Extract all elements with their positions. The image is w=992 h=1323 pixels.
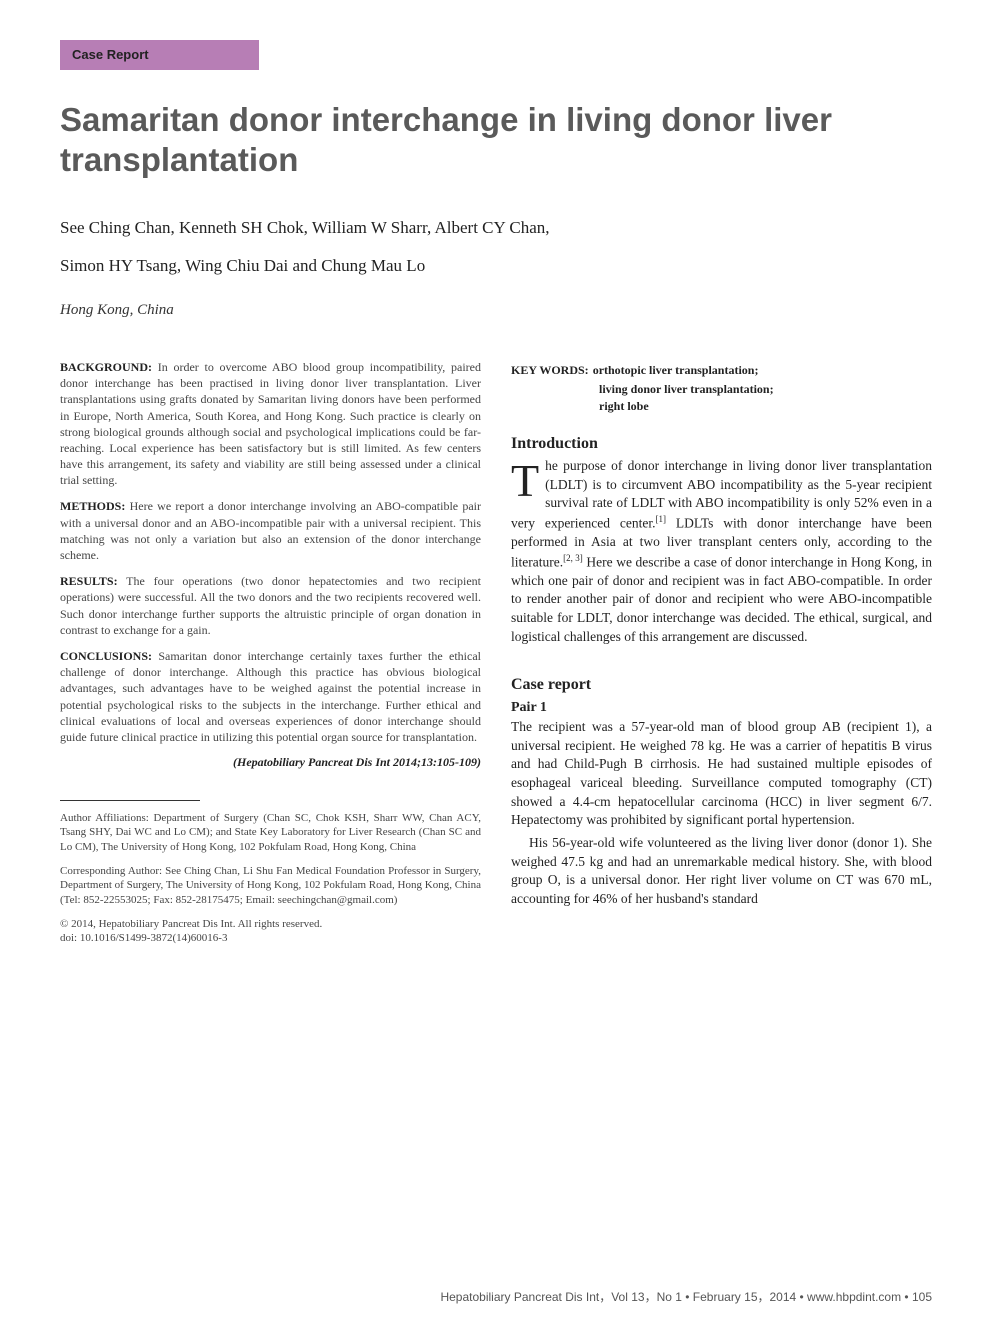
keywords-line-3: right lobe [511,398,932,415]
doi-text: doi: 10.1016/S1499-3872(14)60016-3 [60,932,227,944]
article-title: Samaritan donor interchange in living do… [60,100,932,179]
background-label: BACKGROUND: [60,360,152,374]
authors-block: See Ching Chan, Kenneth SH Chok, William… [60,209,932,284]
keywords-block: KEY WORDS: orthotopic liver transplantat… [511,359,932,415]
intro-text-3: Here we describe a case of donor interch… [511,554,932,644]
right-column: KEY WORDS: orthotopic liver transplantat… [511,359,932,956]
case-para-2: His 56-year-old wife volunteered as the … [511,834,932,909]
ref-2-3: [2, 3] [563,553,583,563]
author-location: Hong Kong, China [60,302,932,319]
pair-1-heading: Pair 1 [511,700,932,716]
ref-1: [1] [655,514,666,524]
case-report-heading: Case report [511,676,932,694]
case-report-badge: Case Report [60,40,259,70]
results-text: The four operations (two donor hepatecto… [60,574,481,637]
two-column-layout: BACKGROUND: In order to overcome ABO blo… [60,359,932,956]
footnote-corresponding: Corresponding Author: See Ching Chan, Li… [60,864,481,907]
keywords-line-2: living donor liver transplantation; [511,381,932,398]
abstract-results: RESULTS: The four operations (two donor … [60,573,481,638]
results-label: RESULTS: [60,574,118,588]
keywords-line-1: orthotopic liver transplantation; [593,363,759,377]
conclusions-label: CONCLUSIONS: [60,649,152,663]
dropcap: T [511,457,545,500]
abstract-methods: METHODS: Here we report a donor intercha… [60,498,481,563]
case-para-1: The recipient was a 57-year-old man of b… [511,718,932,830]
copyright-text: © 2014, Hepatobiliary Pancreat Dis Int. … [60,918,322,930]
abstract-block: BACKGROUND: In order to overcome ABO blo… [60,359,481,770]
methods-label: METHODS: [60,499,125,513]
background-text: In order to overcome ABO blood group inc… [60,360,481,487]
badge-label: Case Report [72,47,149,62]
abstract-citation: (Hepatobiliary Pancreat Dis Int 2014;13:… [60,755,481,770]
introduction-heading: Introduction [511,435,932,453]
authors-line-2: Simon HY Tsang, Wing Chiu Dai and Chung … [60,247,932,284]
footnote-affiliation: Author Affiliations: Department of Surge… [60,811,481,854]
keywords-label: KEY WORDS: [511,363,589,377]
left-column: BACKGROUND: In order to overcome ABO blo… [60,359,481,956]
page-footer: Hepatobiliary Pancreat Dis Int，Vol 13，No… [440,1288,932,1305]
footnote-copyright: © 2014, Hepatobiliary Pancreat Dis Int. … [60,917,481,946]
abstract-conclusions: CONCLUSIONS: Samaritan donor interchange… [60,648,481,745]
footnote-divider [60,800,200,801]
abstract-background: BACKGROUND: In order to overcome ABO blo… [60,359,481,489]
authors-line-1: See Ching Chan, Kenneth SH Chok, William… [60,209,932,246]
conclusions-text: Samaritan donor interchange certainly ta… [60,649,481,744]
introduction-para: The purpose of donor interchange in livi… [511,457,932,646]
